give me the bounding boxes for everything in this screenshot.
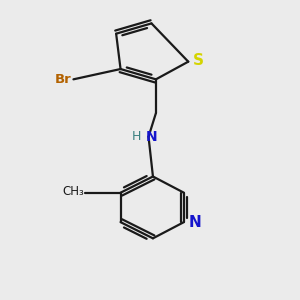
Text: S: S: [193, 53, 204, 68]
Text: N: N: [188, 214, 201, 230]
Text: H: H: [132, 130, 141, 143]
Text: N: N: [146, 130, 157, 144]
Text: Br: Br: [55, 73, 72, 86]
Text: CH₃: CH₃: [62, 185, 84, 198]
